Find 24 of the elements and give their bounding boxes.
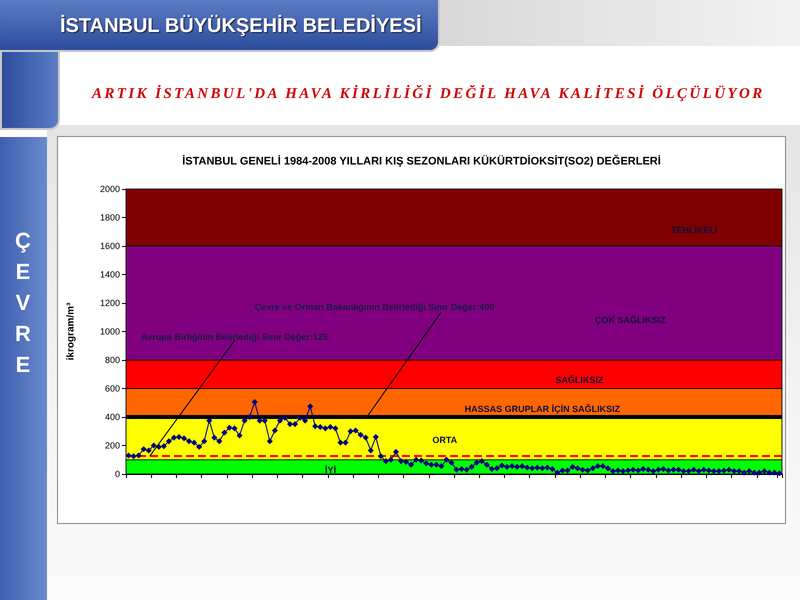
band-label: ORTA <box>432 435 458 446</box>
y-tick-label: 2000 <box>100 184 120 194</box>
band-label: ÇOK SAĞLIKSIZ <box>594 315 666 326</box>
band-label: SAĞLIKSIZ <box>555 374 604 385</box>
y-tick-label: 600 <box>104 384 120 394</box>
y-tick-label: 400 <box>104 412 120 422</box>
y-tick-label: 0 <box>114 469 120 479</box>
y-tick-label: 1200 <box>100 298 120 308</box>
band-label: HASSAS GRUPLAR İÇİN SAĞLIKSIZ <box>464 404 621 414</box>
y-tick-label: 1000 <box>100 326 120 336</box>
y-tick-label: 1800 <box>100 212 120 222</box>
chart-title: İSTANBUL GENELİ 1984-2008 YILLARI KIŞ SEZONLARI KÜKÜRTDİOKSİT(SO2) DEĞERLERİ <box>182 154 661 168</box>
y-tick-label: 1600 <box>100 241 120 251</box>
band-label: TEHLİKELİ <box>670 225 718 236</box>
y-axis-title: ikrogram/m³ <box>66 302 76 360</box>
ref-line-label: Çevre ve Orman Bakanlığının Belirlediği Sınır Değer:400 <box>254 302 494 312</box>
y-tick-label: 800 <box>104 355 120 365</box>
text: İSTANBUL BÜYÜKŞEHİR BELEDİYESİ <box>60 15 422 38</box>
text: ÇEVRE <box>14 227 32 379</box>
band-label: İYİ <box>325 465 336 476</box>
y-tick-label: 200 <box>104 440 120 450</box>
ref-line-label: Avrupa Birliğinin Belirlediği Sınır Değer:125 <box>141 332 328 342</box>
text: ARTIK İSTANBUL'DA HAVA KİRLİLİĞİ DEĞİL HAVA KALİTESİ ÖLÇÜLÜYOR <box>92 86 765 103</box>
y-tick-label: 1400 <box>100 270 120 280</box>
